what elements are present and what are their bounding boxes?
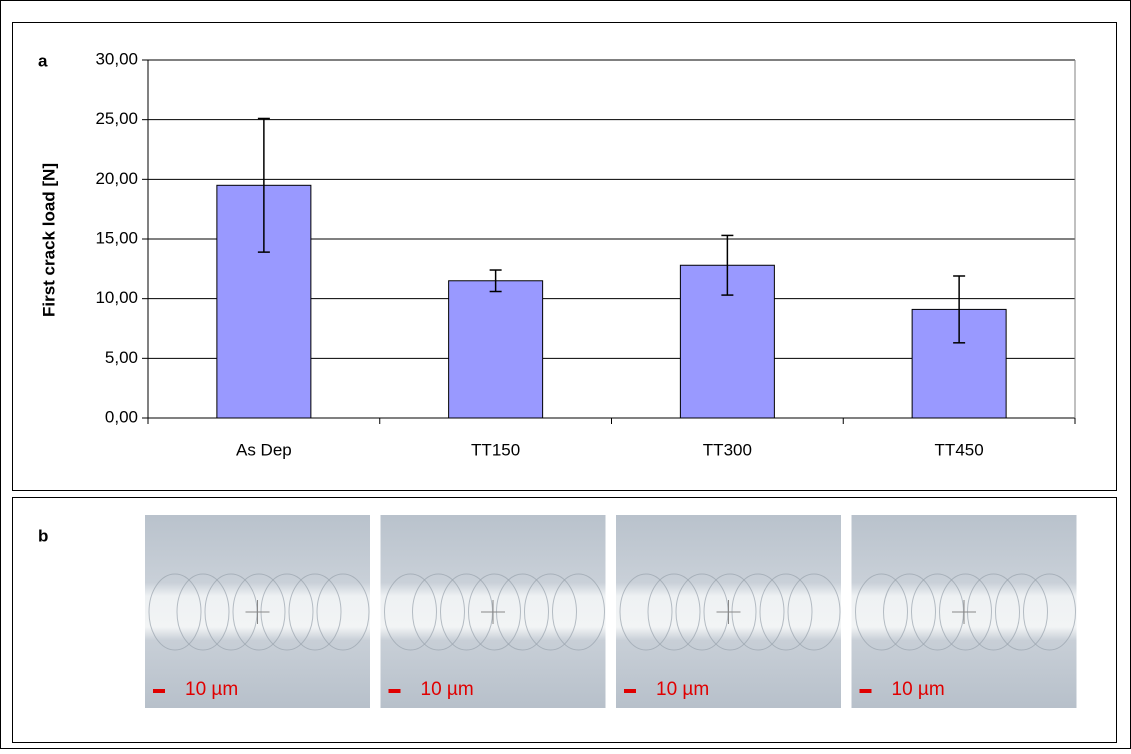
x-tick-label: As Dep: [236, 440, 292, 459]
track-ring: [232, 573, 286, 651]
y-tick-label: 30,00: [95, 49, 138, 68]
track-ring: [759, 573, 813, 651]
track-ring: [787, 573, 841, 651]
track-ring: [647, 573, 701, 651]
micrograph: 10 µm: [145, 515, 370, 708]
y-tick-label: 15,00: [95, 228, 138, 247]
y-tick-label: 5,00: [105, 348, 138, 367]
track-ring: [412, 573, 465, 651]
scale-label: 10 µm: [656, 679, 709, 700]
y-tick-label: 25,00: [95, 109, 138, 128]
track-ring: [288, 573, 342, 651]
track-ring: [1023, 573, 1076, 651]
track-ring: [384, 573, 437, 651]
micrograph: 10 µm: [616, 515, 841, 708]
panel-label: a: [38, 51, 48, 70]
scale-label: 10 µm: [185, 679, 238, 700]
micrographs: 10 µm 10 µm 10 µm 10 µm: [145, 515, 1077, 708]
track-ring: [883, 573, 936, 651]
micrograph: 10 µm: [380, 515, 606, 708]
track-ring: [552, 573, 605, 651]
track-ring: [939, 573, 992, 651]
error-bar: [721, 234, 734, 296]
x-tick-label: TT150: [471, 440, 520, 459]
track-ring: [703, 573, 757, 651]
track-ring: [316, 573, 370, 651]
scale-label: 10 µm: [421, 679, 474, 700]
track-ring: [524, 573, 577, 651]
scale-bar: [624, 689, 636, 693]
y-tick-label: 10,00: [95, 288, 138, 307]
panel-a-border: [12, 22, 1117, 491]
scale-label: 10 µm: [892, 679, 945, 700]
scale-bar: [153, 689, 165, 693]
track-ring: [468, 573, 521, 651]
track-ring: [995, 573, 1048, 651]
track-ring: [176, 573, 230, 651]
y-axis-label: First crack load [N]: [39, 163, 58, 317]
track-ring: [855, 573, 908, 651]
bar: [448, 280, 544, 419]
scale-bar: [859, 689, 872, 693]
y-tick-label: 0,00: [105, 407, 138, 426]
track-ring: [148, 573, 202, 651]
track-ring: [619, 573, 673, 651]
x-tick-label: TT300: [703, 440, 752, 459]
x-tick-label: TT450: [935, 440, 984, 459]
panel-label: b: [38, 526, 48, 545]
y-tick-label: 20,00: [95, 169, 138, 188]
error-bar: [953, 275, 966, 344]
error-bar: [257, 117, 270, 253]
error-bar: [489, 269, 502, 293]
micrograph: 10 µm: [851, 515, 1077, 708]
scale-bar: [388, 689, 401, 693]
